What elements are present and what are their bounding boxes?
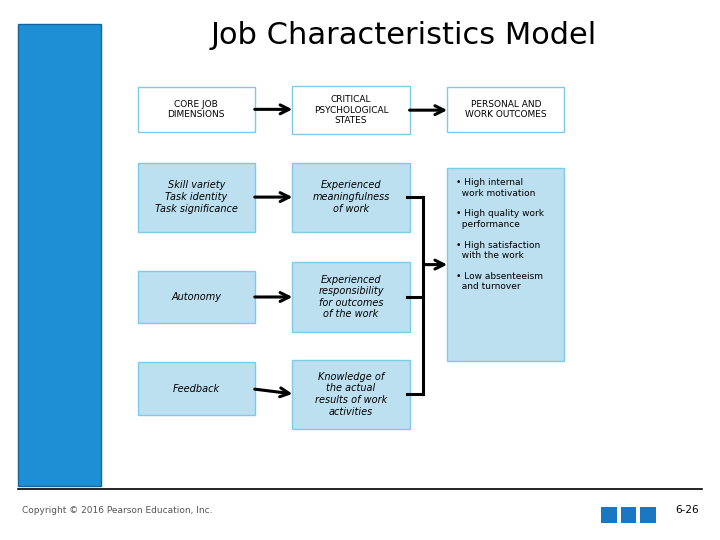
Bar [601,507,617,523]
Text: CRITICAL
PSYCHOLOGICAL
STATES: CRITICAL PSYCHOLOGICAL STATES [314,95,388,125]
FancyBboxPatch shape [138,271,255,323]
FancyBboxPatch shape [138,362,255,415]
Text: Autonomy: Autonomy [171,292,221,302]
Text: CORE JOB
DIMENSIONS: CORE JOB DIMENSIONS [168,100,225,119]
FancyBboxPatch shape [18,24,101,486]
Text: Feedback: Feedback [173,384,220,394]
Text: Skill variety
Task identity
Task significance: Skill variety Task identity Task signifi… [155,180,238,214]
FancyBboxPatch shape [292,360,410,429]
FancyBboxPatch shape [447,168,564,361]
FancyBboxPatch shape [447,87,564,132]
FancyBboxPatch shape [138,163,255,232]
FancyBboxPatch shape [292,262,410,332]
Bar [640,507,656,523]
FancyBboxPatch shape [292,86,410,134]
Text: 6-26: 6-26 [675,505,698,515]
Text: Experienced
responsibility
for outcomes
of the work: Experienced responsibility for outcomes … [318,275,384,319]
Text: Knowledge of
the actual
results of work
activities: Knowledge of the actual results of work … [315,372,387,416]
Bar [621,507,636,523]
Text: PERSONAL AND
WORK OUTCOMES: PERSONAL AND WORK OUTCOMES [465,100,546,119]
Text: • High internal
  work motivation

• High quality work
  performance

• High sat: • High internal work motivation • High q… [456,178,544,291]
FancyBboxPatch shape [138,87,255,132]
FancyBboxPatch shape [292,163,410,232]
Text: Copyright © 2016 Pearson Education, Inc.: Copyright © 2016 Pearson Education, Inc. [22,506,212,515]
Text: Experienced
meaningfulness
of work: Experienced meaningfulness of work [312,180,390,214]
Text: Job Characteristics Model: Job Characteristics Model [210,21,596,50]
